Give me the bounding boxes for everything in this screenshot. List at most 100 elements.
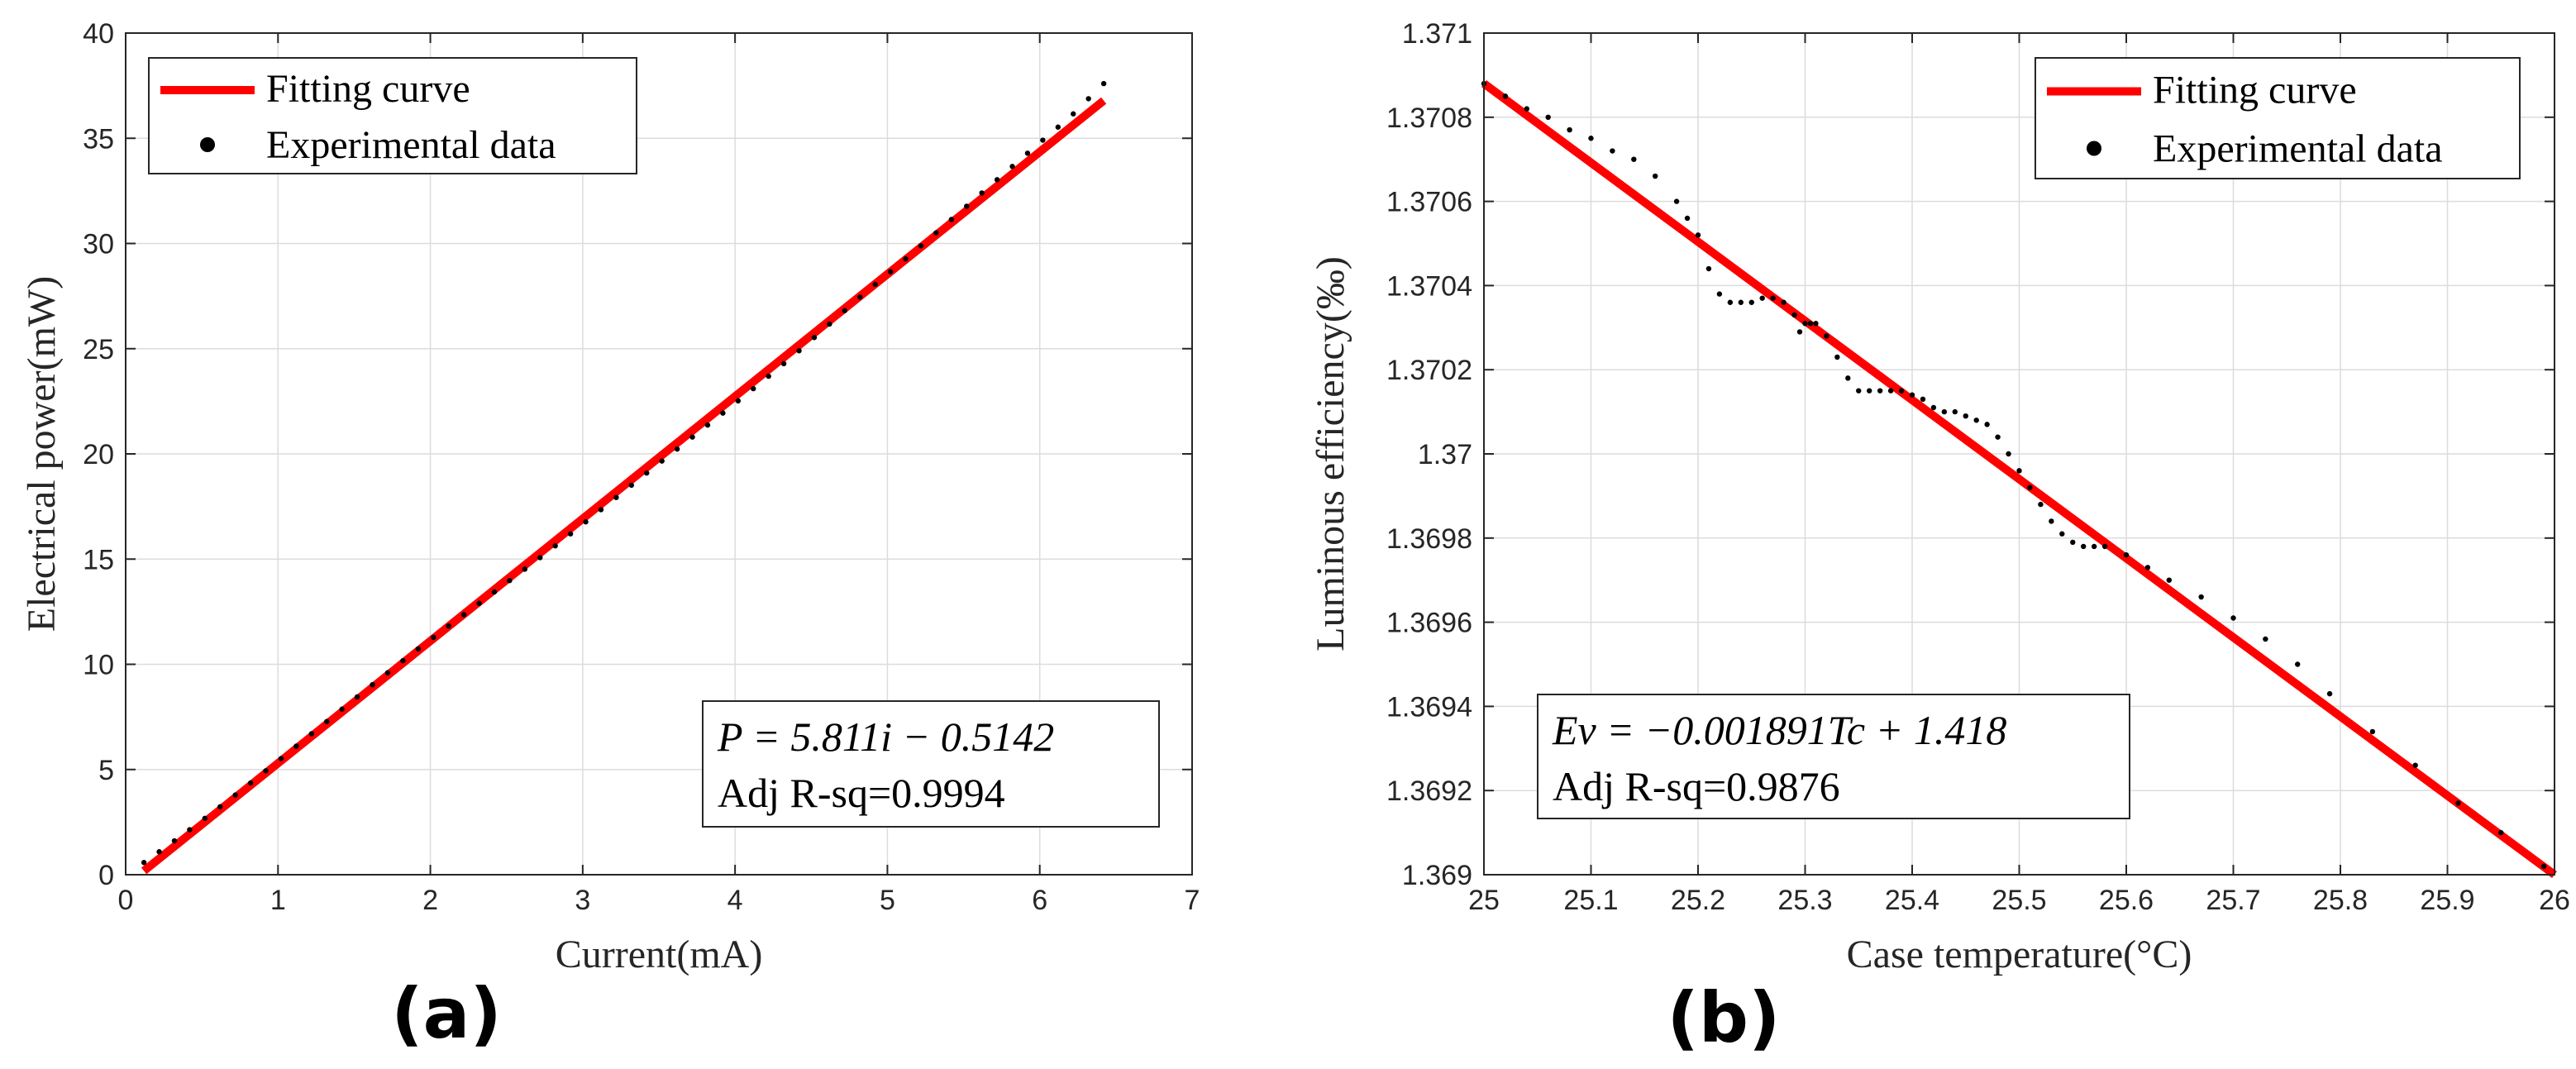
legend-data-swatch (2087, 141, 2101, 156)
x-axis-label: Current(mA) (556, 933, 763, 976)
data-point (2027, 484, 2033, 490)
panel-label: (a) (391, 973, 501, 1054)
data-point (1748, 299, 1754, 305)
data-point (780, 360, 787, 367)
data-point (1684, 215, 1691, 222)
data-point (2230, 615, 2236, 621)
data-point (1524, 106, 1530, 112)
data-point (933, 230, 939, 236)
legend-data-swatch (200, 137, 215, 152)
y-tick-label: 25 (83, 334, 114, 365)
data-point (2123, 551, 2130, 558)
x-tick-label: 7 (1185, 885, 1200, 916)
data-point (1040, 137, 1046, 143)
data-point (1009, 164, 1015, 169)
y-tick-label: 1.371 (1402, 18, 1472, 50)
data-point (1727, 299, 1734, 305)
data-point (476, 600, 482, 606)
data-point (1877, 388, 1883, 394)
data-point (1588, 136, 1594, 141)
y-tick-label: 1.3704 (1386, 270, 1472, 302)
data-point (1824, 333, 1829, 339)
data-point (796, 348, 802, 354)
data-point (2369, 728, 2376, 735)
legend: Fitting curve Experimental data (148, 57, 637, 174)
data-point (1759, 295, 1765, 301)
y-tick-label: 30 (83, 229, 114, 260)
data-point (1909, 392, 1915, 398)
data-point (674, 446, 680, 452)
data-point (156, 849, 162, 855)
data-point (2081, 543, 2087, 550)
data-point (460, 612, 467, 618)
data-point (1898, 388, 1905, 394)
data-point (2166, 577, 2172, 583)
data-point (446, 623, 451, 629)
data-point (1071, 111, 1076, 117)
data-point (1984, 422, 1990, 427)
data-point (1856, 388, 1862, 394)
data-point (1024, 150, 1031, 156)
data-point (1781, 299, 1787, 305)
data-point (1716, 291, 1723, 297)
data-point (903, 255, 909, 262)
data-point (2059, 531, 2065, 537)
data-point (1738, 299, 1744, 305)
data-point (994, 177, 1000, 183)
adj-r-squared: Adj R-sq=0.9994 (718, 770, 1005, 816)
data-point (842, 308, 848, 313)
data-point (628, 482, 635, 489)
x-tick-label: 25.3 (1777, 885, 1832, 916)
legend-fit-label: Fitting curve (2153, 69, 2357, 112)
data-point (2101, 543, 2108, 550)
data-point (278, 756, 284, 761)
data-point (1845, 375, 1851, 381)
data-point (811, 335, 818, 341)
data-point (1770, 295, 1776, 301)
data-point (1100, 80, 1107, 87)
chart-b: 25 25.1 25.2 25.3 25.4 25.5 25.6 25.7 25.8 25.9 26… (1309, 18, 2570, 1058)
data-point (263, 768, 269, 774)
data-point (2016, 468, 2022, 474)
x-tick-label: 25.7 (2206, 885, 2260, 916)
annotation-box (702, 700, 1160, 828)
y-tick-label: 1.37 (1418, 439, 1472, 470)
data-point (1995, 434, 2001, 440)
x-tick-label: 25.6 (2099, 885, 2154, 916)
data-point (644, 470, 650, 476)
data-point (308, 731, 315, 737)
data-point (1610, 148, 1615, 154)
legend: Fitting curve Experimental data (2035, 57, 2521, 179)
data-point (1941, 408, 1948, 415)
y-tick-label: 10 (83, 650, 114, 681)
data-point (1813, 321, 1819, 327)
data-point (2498, 829, 2504, 836)
y-tick-label: 1.3706 (1386, 187, 1472, 218)
y-tick-label: 35 (83, 123, 114, 155)
data-point (2326, 690, 2333, 697)
data-point (232, 792, 238, 798)
data-point (324, 718, 330, 724)
y-axis-label: Luminous efficiency(‰) (1309, 256, 1352, 651)
data-point (1705, 265, 1712, 272)
data-point (1920, 396, 1926, 403)
data-point (918, 243, 924, 249)
equation-annotation: P = 5.811i − 0.5142 Adj R-sq=0.9994 (702, 700, 1160, 828)
data-point (2455, 800, 2461, 806)
data-point (1502, 93, 1509, 99)
fit-equation: Ev = −0.001891Tc + 1.418 (1552, 707, 2006, 753)
y-tick-label: 1.3696 (1386, 608, 1472, 639)
data-point (751, 385, 756, 392)
y-tick-label: 1.3708 (1386, 103, 1472, 134)
data-point (720, 410, 726, 416)
data-point (1055, 124, 1061, 130)
x-tick-label: 25.9 (2420, 885, 2474, 916)
x-tick-label: 2 (422, 885, 438, 916)
legend-data-label: Experimental data (266, 123, 556, 167)
y-tick-label: 1.3694 (1386, 691, 1472, 723)
data-point (887, 269, 894, 274)
x-tick-label: 5 (880, 885, 895, 916)
data-point (567, 531, 574, 537)
data-point (1930, 404, 1937, 411)
fitting-curve-line (141, 97, 1107, 875)
